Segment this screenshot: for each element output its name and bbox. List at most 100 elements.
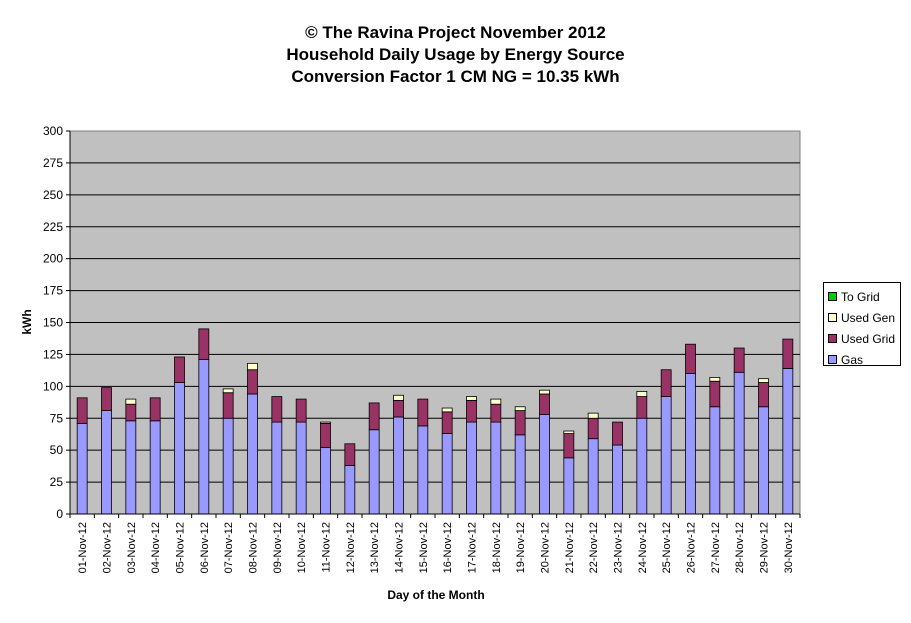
bar-used-grid	[198, 328, 210, 360]
bar-used-gen	[490, 398, 502, 405]
legend-label-used-gen: Used Gen	[841, 310, 896, 325]
bar-used-gen	[466, 396, 477, 401]
x-tick-label: 17-Nov-12	[467, 522, 479, 573]
y-tick-label: 75	[50, 411, 64, 425]
bar-used-grid	[733, 347, 745, 373]
legend-item-used-gen: Used Gen	[828, 307, 900, 328]
bar-used-gen	[514, 406, 526, 411]
x-tick-label: 20-Nov-12	[540, 522, 552, 573]
x-tick-label: 25-Nov-12	[661, 522, 673, 573]
bar-gas	[490, 421, 502, 515]
bar-used-grid	[636, 396, 648, 419]
bar-used-grid	[417, 398, 429, 427]
bar-used-gen	[758, 378, 769, 383]
x-tick-label: 22-Nov-12	[588, 522, 600, 573]
bar-gas	[563, 457, 575, 515]
y-tick-label: 50	[50, 443, 64, 457]
bar-gas	[466, 421, 477, 515]
y-tick-label: 25	[50, 475, 64, 489]
x-tick-label: 29-Nov-12	[759, 522, 771, 573]
x-axis: 01-Nov-12 02-Nov-12 03-Nov-12 04-Nov-12 05-N…	[69, 513, 801, 573]
x-tick-label: 07-Nov-12	[223, 522, 235, 573]
legend: To Grid Used Gen Used Grid Gas	[823, 282, 901, 367]
bar-used-gen	[222, 388, 234, 394]
bar-used-grid	[709, 380, 721, 408]
x-tick-label: 13-Nov-12	[369, 522, 381, 573]
y-axis-label: kWh	[20, 309, 34, 334]
bar-used-grid	[563, 433, 575, 459]
bar-used-gen	[539, 389, 550, 395]
x-tick-label: 24-Nov-12	[637, 522, 649, 573]
bar-used-grid	[466, 399, 477, 423]
bar-used-grid	[101, 387, 112, 411]
bar-used-grid	[125, 403, 137, 422]
gridlines	[70, 162, 800, 483]
y-tick-label: 175	[43, 284, 63, 298]
x-tick-label: 02-Nov-12	[102, 522, 114, 573]
bar-gas	[174, 382, 185, 515]
chart-title-line-3: Conversion Factor 1 CM NG = 10.35 kWh	[291, 67, 620, 86]
bar-gas	[149, 420, 161, 515]
x-tick-label: 14-Nov-12	[394, 522, 406, 573]
bar-gas	[76, 422, 88, 515]
bar-used-gen	[709, 376, 721, 382]
bar-used-grid	[247, 369, 258, 395]
x-tick-label: 15-Nov-12	[418, 522, 430, 573]
bar-used-grid	[271, 396, 283, 423]
bar-used-grid	[782, 338, 794, 369]
bar-gas	[612, 444, 623, 515]
bar-used-grid	[393, 399, 404, 418]
bar-used-gen	[563, 430, 575, 434]
bar-used-grid	[612, 421, 623, 446]
bar-gas	[247, 393, 258, 515]
x-tick-label: 16-Nov-12	[442, 522, 454, 573]
y-tick-label: 0	[56, 507, 63, 521]
bar-used-grid	[587, 417, 599, 440]
legend-swatch-used-gen	[828, 313, 837, 322]
bar-gas	[368, 429, 380, 515]
bar-used-gen	[393, 394, 404, 401]
legend-swatch-to-grid	[828, 292, 837, 301]
x-tick-label: 05-Nov-12	[175, 522, 187, 573]
bar-gas	[344, 465, 356, 515]
bar-used-gen	[125, 398, 137, 405]
bar-used-gen	[587, 412, 599, 419]
x-tick-label: 28-Nov-12	[734, 522, 746, 573]
x-tick-label: 23-Nov-12	[613, 522, 625, 573]
y-tick-label: 125	[43, 347, 63, 361]
bar-used-grid	[660, 369, 672, 397]
x-tick-label: 27-Nov-12	[710, 522, 722, 573]
bar-used-grid	[758, 382, 769, 408]
x-tick-label: 10-Nov-12	[296, 522, 308, 573]
legend-item-to-grid: To Grid	[828, 286, 900, 307]
bar-gas	[271, 421, 283, 515]
bars	[76, 328, 794, 515]
x-tick-label: 11-Nov-12	[321, 522, 333, 573]
x-tick-label: 06-Nov-12	[199, 522, 211, 573]
bar-used-grid	[344, 443, 356, 466]
legend-item-gas: Gas	[828, 349, 900, 370]
y-tick-label: 100	[43, 379, 63, 393]
y-axis: 0 25 50 75 100 125 150 175 200 225 250 275 300	[43, 124, 71, 521]
y-tick-label: 225	[43, 220, 63, 234]
y-tick-label: 150	[43, 316, 63, 330]
bar-used-grid	[174, 356, 185, 383]
legend-item-used-grid: Used Grid	[828, 328, 900, 349]
bar-used-grid	[539, 393, 550, 415]
bar-gas	[709, 406, 721, 515]
bar-used-grid	[368, 402, 380, 431]
x-tick-label: 03-Nov-12	[126, 522, 138, 573]
bar-gas	[441, 433, 453, 515]
legend-label-to-grid: To Grid	[841, 289, 880, 304]
bar-gas	[393, 416, 404, 515]
bar-used-grid	[76, 397, 88, 424]
legend-swatch-used-grid	[828, 334, 837, 343]
x-tick-label: 08-Nov-12	[248, 522, 260, 573]
legend-label-gas: Gas	[841, 352, 864, 367]
x-tick-label: 21-Nov-12	[564, 522, 576, 573]
y-tick-label: 300	[43, 124, 63, 138]
bar-gas	[660, 396, 672, 515]
x-tick-label: 04-Nov-12	[150, 522, 162, 573]
x-tick-label: 01-Nov-12	[77, 522, 89, 573]
